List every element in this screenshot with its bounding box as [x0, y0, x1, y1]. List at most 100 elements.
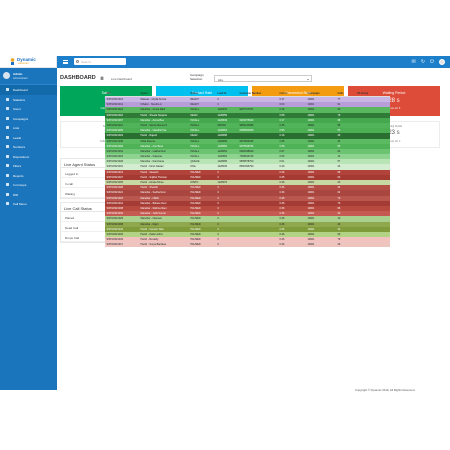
- campaign-select[interactable]: ALL: [214, 75, 312, 82]
- table-cell: READY: [190, 103, 200, 107]
- table-row[interactable]: SIP/1039/1031 Manohar - Lalitha Devi INCAL…: [105, 148, 390, 155]
- table-cell: 0:46: [279, 232, 285, 236]
- table-cell: QUEUE: [190, 160, 200, 164]
- sidebar-item-numbers[interactable]: Numbers: [0, 142, 57, 152]
- status-label: Dead Call: [65, 225, 79, 230]
- sidebar-item-dashboard[interactable]: Dashboard: [0, 85, 57, 95]
- column-header[interactable]: Status: [190, 92, 199, 95]
- column-header[interactable]: Campaign: [307, 92, 320, 95]
- table-cell: Manohar - Jothi Kumar: [140, 212, 166, 216]
- table-body: SIP/1039/1012 Maanas - Mydia Kumar READY 0 0…: [105, 97, 390, 248]
- table-row[interactable]: SIP/1039/1041 Nihalini - Nivetha A READY 0 0…: [105, 102, 390, 108]
- table-row[interactable]: SIP/1039/1026 Manohar - Kanchana QUEUE 1128…: [105, 159, 390, 165]
- table-cell: 38: [337, 118, 341, 122]
- sidebar-item-in-groups[interactable]: In-Groups: [0, 180, 57, 190]
- table-cell: SIP/1039/1017: [106, 243, 124, 247]
- table-cell: 10001: [307, 118, 315, 122]
- sidebar-item-campaigns[interactable]: Campaigns: [0, 114, 57, 124]
- list-icon: [6, 126, 9, 129]
- table-row[interactable]: SIP/1039/1013 Harsh - Vasanth PAUSED 0 0:46 1…: [105, 169, 390, 175]
- column-header[interactable]: Customer Number: [239, 92, 262, 95]
- table-cell: INCALL: [190, 144, 200, 148]
- table-row[interactable]: SIP/1039/1005 Harsh - Amala Shree DISPO 112…: [105, 180, 390, 186]
- table-row[interactable]: SIP/1039/1010 Harsh - Sheela Swapna DEAD 11…: [105, 112, 390, 118]
- table-cell: 0:05: [279, 155, 285, 159]
- table-cell: 6975698766: [239, 144, 254, 148]
- column-header[interactable]: Calls: [337, 92, 344, 95]
- table-cell: 628746: [217, 123, 226, 127]
- sidebar-item-statistics[interactable]: Statistics: [0, 95, 57, 105]
- table-row[interactable]: SIP/1039/1007 Manohar - Asma Bee INCALL 112…: [105, 117, 390, 123]
- table-cell: PAUSED: [190, 206, 201, 210]
- sidebar-nav: Dashboard Statistics Users Campaigns Lists Le…: [0, 85, 57, 209]
- table-row[interactable]: SIP/1039/1021 Manohar - Sudha Devi PAUSED 0…: [105, 190, 390, 196]
- table-cell: 0: [217, 212, 219, 216]
- table-cell: PAUSED: [190, 238, 201, 242]
- sidebar-item-did[interactable]: DID: [0, 190, 57, 200]
- table-row[interactable]: SIP/1039/1011 Harsh - Sandu Reena S INCALL…: [105, 122, 390, 129]
- table-row[interactable]: SIP/1039/1008 Manohar - Rajni PAUSED 0 0:46 1…: [105, 221, 390, 227]
- table-row[interactable]: SIP/1039/1017 Harsh - Surya Bardana PAUSED…: [105, 242, 390, 248]
- table-row[interactable]: SIP/1039/1023 Manohar - Kalpana INCALL 1128…: [105, 154, 390, 160]
- column-header[interactable]: Lead Id: [217, 92, 227, 95]
- table-row[interactable]: SIP/1039/1009 Manohar - Nandhini Sa INCALL…: [105, 128, 390, 134]
- sidebar-item-call-menu[interactable]: Call Menu: [0, 199, 57, 209]
- sidebar-item-users[interactable]: Users: [0, 104, 57, 114]
- table-row[interactable]: SIP/1039/1035 Nihal Reema INCALL 1128059 987…: [105, 138, 390, 144]
- search-input[interactable]: Search...: [74, 58, 126, 65]
- mail-icon[interactable]: ✉: [411, 58, 416, 65]
- table-row[interactable]: SIP/1039/1029 Manohar - Nasreen PAUSED 0 0:4…: [105, 216, 390, 222]
- table-cell: 10001: [307, 181, 315, 184]
- table-cell: 32: [337, 139, 341, 143]
- sidebar-item-dispositions[interactable]: Dispositions: [0, 152, 57, 162]
- campaign-select-value: ALL: [218, 77, 224, 82]
- table-row[interactable]: SIP/1039/1006 Manohar - Anu Bess INCALL 112…: [105, 143, 390, 149]
- table-row[interactable]: SIP/1039/1038 Manohar - Rahma Rani PAUSED 0…: [105, 205, 390, 212]
- table-row[interactable]: SIP/1039/1014 Manohar - Bahare Devi PAUSED…: [105, 200, 390, 206]
- table-row[interactable]: SIP/1039/1004 Harsh - Rajesh DEAD 1128058 0:…: [105, 133, 390, 139]
- did-icon: [6, 192, 9, 196]
- user-panel: Admin Administrator: [0, 68, 57, 85]
- column-header[interactable]: IN-Group: [357, 92, 369, 95]
- table-cell: PAUSED: [190, 186, 201, 190]
- table-row[interactable]: SIP/1039/1033 Manohar - Jothi Kumar PAUSED…: [105, 211, 390, 217]
- table-cell: SIP/1039/1035: [106, 139, 124, 143]
- footer-copyright: Copyright © Dynamic 2019, All Rights Res…: [355, 388, 416, 392]
- column-header[interactable]: mm:ss: [279, 92, 288, 95]
- brand-logo[interactable]: Dynamic callcenter: [0, 56, 57, 68]
- table-cell: SIP/1039/1009: [106, 129, 124, 133]
- table-cell: Manohar - Nasreen: [140, 217, 163, 221]
- dashboard-icon: [6, 88, 9, 91]
- column-header[interactable]: SIP: [106, 92, 111, 95]
- table-cell: INCALL: [190, 123, 200, 127]
- table-row[interactable]: SIP/1039/1028 Harsh - Shanthi PAUSED 0 0:46 1…: [105, 185, 390, 191]
- table-cell: SIP/1039/1012: [106, 98, 124, 101]
- table-cell: 0:46: [279, 144, 285, 148]
- table-cell: Maanas - Mydia Kumar: [140, 98, 167, 101]
- breadcrumb[interactable]: Live Dashboard: [111, 77, 133, 81]
- table-row[interactable]: SIP/1039/1012 Maanas - Mydia Kumar READY 0 0…: [105, 97, 390, 103]
- table-row[interactable]: SIP/1039/1032 Harsh - Revathy PAUSED 0 0:46 1…: [105, 237, 390, 243]
- sidebar-item-lists[interactable]: Lists: [0, 123, 57, 133]
- home-icon[interactable]: [100, 76, 104, 80]
- table-cell: Manohar - Nandhini Sa: [140, 129, 167, 133]
- table-cell: 0:45: [279, 175, 285, 179]
- table-row[interactable]: SIP/1039/1018 Harsh - Kalai Lintha PAUSED 0…: [105, 231, 390, 238]
- table-row[interactable]: SIP/1039/1027 Harsh - Sujitha Thomas PAUSE…: [105, 174, 390, 180]
- table-row[interactable]: SIP/1039/1001 Harsh - Kiran Nawaz DIAL 1128…: [105, 164, 390, 170]
- table-row[interactable]: SIP/1039/1022 Manohar - Aruna Mani INCALL 1…: [105, 107, 390, 113]
- user-avatar[interactable]: [439, 58, 445, 65]
- table-cell: Harsh - Revathy: [140, 238, 159, 242]
- table-cell: 10001: [307, 160, 315, 164]
- power-icon[interactable]: ⏻: [430, 58, 434, 65]
- sidebar-item-filters[interactable]: Filters: [0, 161, 57, 171]
- sidebar-item-leads[interactable]: Leads: [0, 133, 57, 143]
- sidebar-item-reports[interactable]: Reports: [0, 171, 57, 181]
- hamburger-menu-icon[interactable]: [63, 60, 68, 64]
- refresh-icon[interactable]: ↻: [420, 58, 426, 65]
- column-header[interactable]: Agent: [140, 92, 148, 95]
- table-row[interactable]: SIP/1039/1044 Harsh - Kamani Tabu PAUSED 0 0…: [105, 226, 390, 232]
- table-cell: 0:46: [279, 238, 285, 242]
- sidebar-item-label: Dashboard: [13, 88, 28, 92]
- table-row[interactable]: SIP/1039/1016 Manohar - Nikhil PAUSED 0 0:46…: [105, 195, 390, 201]
